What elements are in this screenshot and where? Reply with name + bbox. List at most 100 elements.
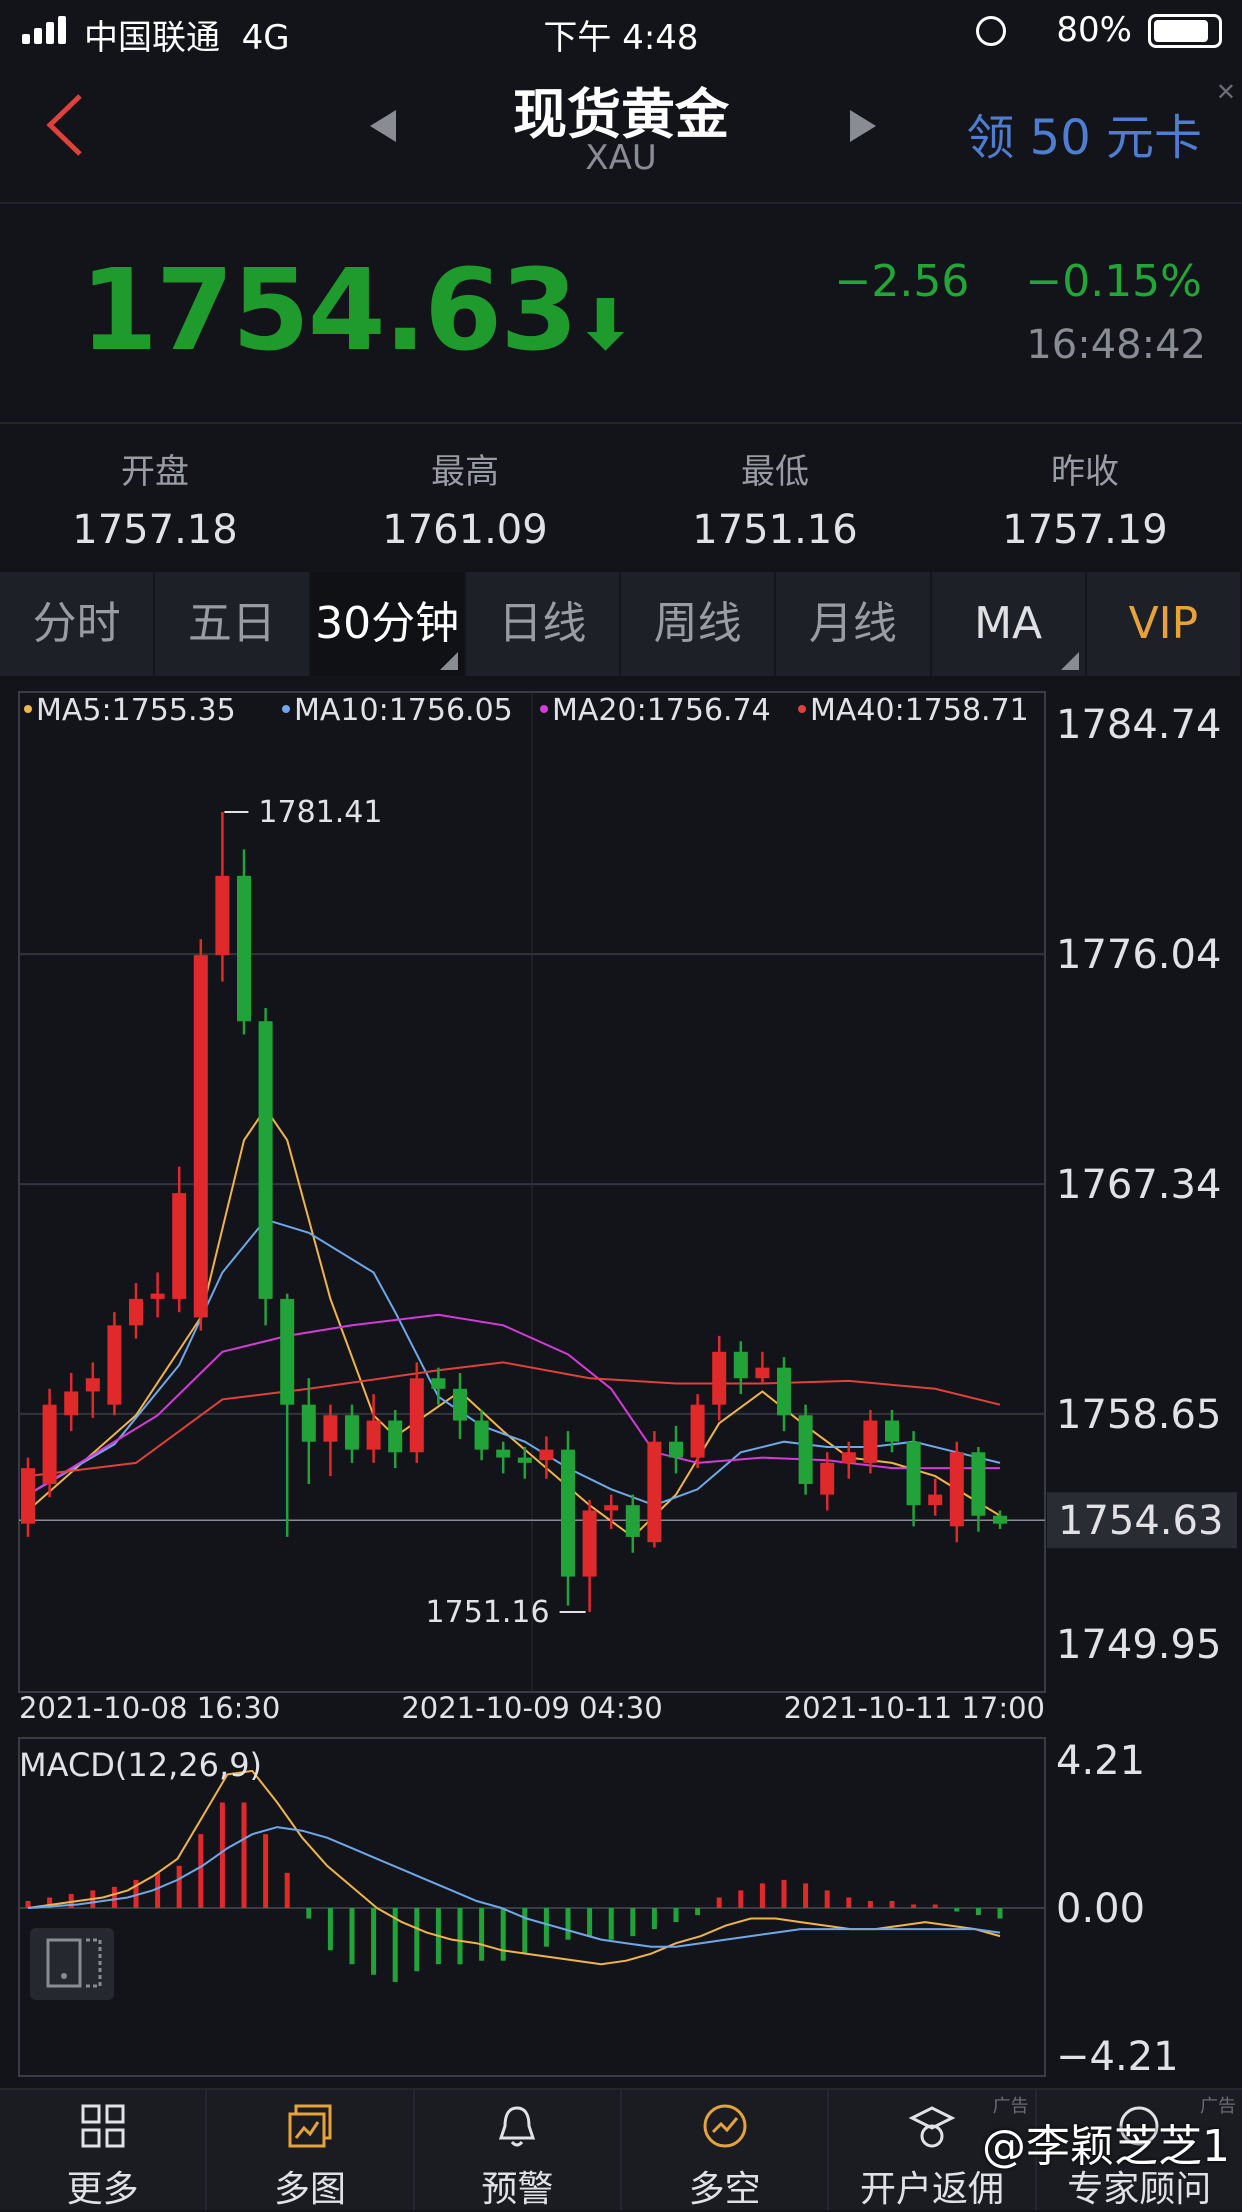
prev-instrument-icon[interactable] — [366, 108, 400, 144]
candle-body — [280, 1298, 295, 1405]
ma-legend-item: MA20:1756.74 — [552, 693, 771, 728]
ma-legend-dot — [24, 705, 32, 713]
price-change: −2.56 −0.15% — [834, 256, 1202, 307]
kline-chart[interactable]: 4.21 0.00 −4.21 1784.74 1776.04 1767.34 1758.… — [0, 676, 1242, 2088]
candle-body — [712, 1351, 727, 1405]
candle-body — [949, 1452, 964, 1527]
close-promo-icon[interactable]: ✕ — [1215, 78, 1236, 106]
candle-body — [345, 1415, 359, 1450]
ad-tag: 广告 — [992, 2096, 1029, 2117]
ma-legend-item: MA40:1758.71 — [810, 693, 1029, 728]
candle-body — [863, 1420, 878, 1463]
y-tick-label: 1776.04 — [1056, 932, 1221, 978]
multi-chart-icon — [288, 2104, 332, 2148]
ad-tag: 广告 — [1199, 2096, 1236, 2117]
candle-body — [690, 1404, 705, 1458]
candle-body — [582, 1510, 597, 1577]
ma-legend-item: MA5:1755.35 — [36, 693, 236, 728]
ohlc-stats: 开盘 1757.18 最高 1761.09 最低 1751.16 昨收 1757.19 — [0, 424, 1242, 572]
tab-ma[interactable]: MA — [932, 572, 1087, 676]
candle-body — [409, 1378, 424, 1453]
toolbar-more[interactable]: 更多 — [0, 2090, 208, 2210]
macd-y-tick-label: 4.21 — [1056, 1738, 1145, 1784]
ma-legend: MA5:1755.35 MA10:1756.05 MA20:1756.74 MA40:… — [24, 693, 1029, 728]
candle-body — [237, 875, 251, 1022]
candle-body — [993, 1515, 1007, 1524]
candle-body — [193, 955, 208, 1318]
dropdown-corner-icon — [1060, 652, 1079, 670]
candle-body — [733, 1351, 748, 1379]
chart-settings-icon[interactable] — [30, 1928, 114, 2000]
nav-bar: 现货黄金 XAU 领 50 元卡 ✕ — [0, 62, 1242, 204]
min-price-label: 1751.16 — [426, 1595, 550, 1630]
carrier-label: 中国联通 4G — [84, 18, 290, 58]
current-price-label: 1754.63 — [1058, 1498, 1223, 1544]
candle-body — [647, 1441, 662, 1543]
candle-body — [798, 1415, 813, 1485]
toolbar-multi-chart[interactable]: 多图 — [207, 2090, 415, 2210]
account-icon — [908, 2106, 956, 2148]
dropdown-corner-icon — [439, 652, 458, 670]
candle-body — [85, 1378, 100, 1392]
macd-dea-line — [27, 1826, 1001, 1948]
candle-body — [21, 1468, 35, 1524]
toolbar-long-short[interactable]: 多空 — [622, 2090, 830, 2210]
candle-body — [517, 1457, 532, 1463]
candle-body — [496, 1449, 511, 1458]
long-short-icon — [703, 2104, 747, 2148]
candle-body — [42, 1404, 57, 1485]
page-title: 现货黄金 — [513, 83, 729, 146]
candle-body — [669, 1441, 683, 1458]
y-tick-label: 1784.74 — [1056, 702, 1221, 748]
instrument-code: XAU — [585, 138, 657, 178]
x-tick-label: 2021-10-11 17:00 — [784, 1691, 1045, 1725]
next-instrument-icon[interactable] — [846, 108, 880, 144]
candle-body — [539, 1449, 554, 1461]
y-tick-label: 1749.95 — [1056, 1622, 1221, 1668]
stat-prev-close: 昨收 1757.19 — [1002, 452, 1168, 553]
tab-monthly[interactable]: 月线 — [776, 572, 932, 676]
candle-body — [64, 1391, 79, 1416]
toolbar-open-account[interactable]: 广告 开户返佣 — [829, 2090, 1037, 2210]
current-price-tag — [1047, 1492, 1237, 1549]
candle-body — [906, 1441, 921, 1506]
current-price: 1754.63⬇ — [80, 246, 635, 376]
candle-body — [107, 1325, 122, 1405]
candle-body — [431, 1378, 446, 1389]
max-price-label: 1781.41 — [258, 795, 382, 830]
candle-body — [150, 1293, 165, 1299]
candle-body — [928, 1494, 943, 1506]
candle-body — [129, 1298, 143, 1326]
candle-body — [388, 1420, 403, 1453]
battery-percent: 80% — [1056, 10, 1132, 50]
toolbar-advisor[interactable]: 广告 专家顾问 — [1037, 2090, 1242, 2210]
candle-body — [820, 1462, 835, 1495]
stat-low: 最低 1751.16 — [692, 452, 858, 553]
stat-high: 最高 1761.09 — [382, 452, 548, 553]
ma-line-ma20 — [27, 1313, 1000, 1496]
back-icon[interactable] — [40, 90, 90, 160]
advisor-icon — [1119, 2106, 1159, 2146]
signal-icon — [22, 16, 72, 44]
tab-weekly[interactable]: 周线 — [621, 572, 777, 676]
tab-daily[interactable]: 日线 — [466, 572, 621, 676]
toolbar-alert[interactable]: 预警 — [415, 2090, 622, 2210]
promo-link[interactable]: 领 50 元卡 — [966, 110, 1202, 166]
x-tick-label: 2021-10-09 04:30 — [401, 1691, 662, 1725]
watermark: @李颖芝芝1 — [982, 2121, 1230, 2172]
candle-body — [301, 1404, 316, 1442]
candle-body — [323, 1415, 338, 1442]
period-tabs: 分时 五日 30分钟 日线 周线 月线 MA VIP — [0, 572, 1242, 676]
status-bar: 中国联通 4G 下午 4:48 80% — [0, 0, 1242, 62]
tab-vip[interactable]: VIP — [1087, 572, 1242, 676]
tab-30min[interactable]: 30分钟 — [310, 572, 466, 676]
stat-open: 开盘 1757.18 — [72, 452, 238, 553]
tab-intraday[interactable]: 分时 — [0, 572, 156, 676]
candle-body — [474, 1420, 489, 1450]
down-arrow-icon: ⬇ — [576, 284, 635, 366]
rotation-lock-icon — [976, 16, 1006, 46]
candle-body — [453, 1388, 467, 1421]
candle-body — [625, 1505, 640, 1537]
ma-legend-dot — [282, 705, 290, 713]
tab-five-day[interactable]: 五日 — [155, 572, 311, 676]
